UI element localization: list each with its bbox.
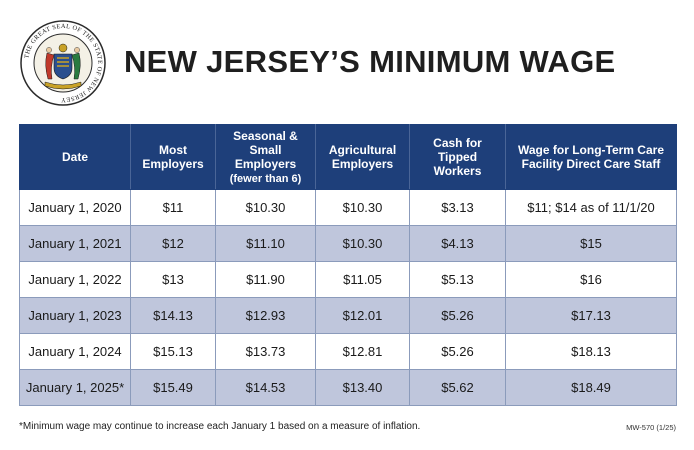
cell-seasonal-small: $11.90 bbox=[215, 261, 316, 298]
cell-tipped: $5.13 bbox=[409, 261, 506, 298]
table-row: January 1, 2023 $14.13 $12.93 $12.01 $5.… bbox=[19, 297, 677, 334]
table-row: January 1, 2022 $13 $11.90 $11.05 $5.13 … bbox=[19, 261, 677, 298]
cell-tipped: $5.26 bbox=[409, 333, 506, 370]
cell-long-term-care: $15 bbox=[505, 225, 677, 262]
column-header-tipped-workers: Cash for Tipped Workers bbox=[409, 124, 506, 190]
cell-long-term-care: $17.13 bbox=[505, 297, 677, 334]
cell-most-employers: $15.13 bbox=[130, 333, 216, 370]
column-header-agricultural-employers: Agricultural Employers bbox=[315, 124, 410, 190]
table-row: January 1, 2020 $11 $10.30 $10.30 $3.13 … bbox=[19, 189, 677, 226]
cell-agricultural: $10.30 bbox=[315, 225, 410, 262]
cell-long-term-care: $18.13 bbox=[505, 333, 677, 370]
cell-seasonal-small: $14.53 bbox=[215, 369, 316, 406]
cell-seasonal-small: $12.93 bbox=[215, 297, 316, 334]
cell-long-term-care: $18.49 bbox=[505, 369, 677, 406]
cell-seasonal-small: $13.73 bbox=[215, 333, 316, 370]
cell-date: January 1, 2021 bbox=[19, 225, 131, 262]
table-header-row: Date Most Employers Seasonal & Small Emp… bbox=[19, 124, 677, 190]
table-row: January 1, 2021 $12 $11.10 $10.30 $4.13 … bbox=[19, 225, 677, 262]
cell-date: January 1, 2020 bbox=[19, 189, 131, 226]
table-row: January 1, 2024 $15.13 $13.73 $12.81 $5.… bbox=[19, 333, 677, 370]
page-title: NEW JERSEY’S MINIMUM WAGE bbox=[124, 44, 616, 79]
cell-agricultural: $12.81 bbox=[315, 333, 410, 370]
form-code: MW-570 (1/25) bbox=[626, 423, 676, 432]
cell-long-term-care: $11; $14 as of 11/1/20 bbox=[505, 189, 677, 226]
cell-agricultural: $10.30 bbox=[315, 189, 410, 226]
cell-long-term-care: $16 bbox=[505, 261, 677, 298]
cell-agricultural: $12.01 bbox=[315, 297, 410, 334]
cell-most-employers: $13 bbox=[130, 261, 216, 298]
column-header-most-employers: Most Employers bbox=[130, 124, 216, 190]
column-header-long-term-care: Wage for Long-Term Care Facility Direct … bbox=[505, 124, 677, 190]
cell-agricultural: $13.40 bbox=[315, 369, 410, 406]
column-header-subtext: (fewer than 6) bbox=[229, 172, 302, 185]
minimum-wage-table: Date Most Employers Seasonal & Small Emp… bbox=[19, 124, 677, 406]
cell-tipped: $5.26 bbox=[409, 297, 506, 334]
cell-most-employers: $15.49 bbox=[130, 369, 216, 406]
nj-state-seal-icon: THE GREAT SEAL OF THE STATE OF NEW JERSE… bbox=[20, 20, 106, 106]
table-row: January 1, 2025* $15.49 $14.53 $13.40 $5… bbox=[19, 369, 677, 406]
cell-tipped: $4.13 bbox=[409, 225, 506, 262]
cell-most-employers: $12 bbox=[130, 225, 216, 262]
cell-date: January 1, 2025* bbox=[19, 369, 131, 406]
cell-date: January 1, 2023 bbox=[19, 297, 131, 334]
cell-most-employers: $11 bbox=[130, 189, 216, 226]
cell-date: January 1, 2022 bbox=[19, 261, 131, 298]
cell-date: January 1, 2024 bbox=[19, 333, 131, 370]
cell-agricultural: $11.05 bbox=[315, 261, 410, 298]
cell-seasonal-small: $11.10 bbox=[215, 225, 316, 262]
cell-seasonal-small: $10.30 bbox=[215, 189, 316, 226]
cell-tipped: $5.62 bbox=[409, 369, 506, 406]
column-header-date: Date bbox=[19, 124, 131, 190]
cell-most-employers: $14.13 bbox=[130, 297, 216, 334]
cell-tipped: $3.13 bbox=[409, 189, 506, 226]
footnote: *Minimum wage may continue to increase e… bbox=[19, 421, 421, 432]
column-header-seasonal-small-employers: Seasonal & Small Employers (fewer than 6) bbox=[215, 124, 316, 190]
